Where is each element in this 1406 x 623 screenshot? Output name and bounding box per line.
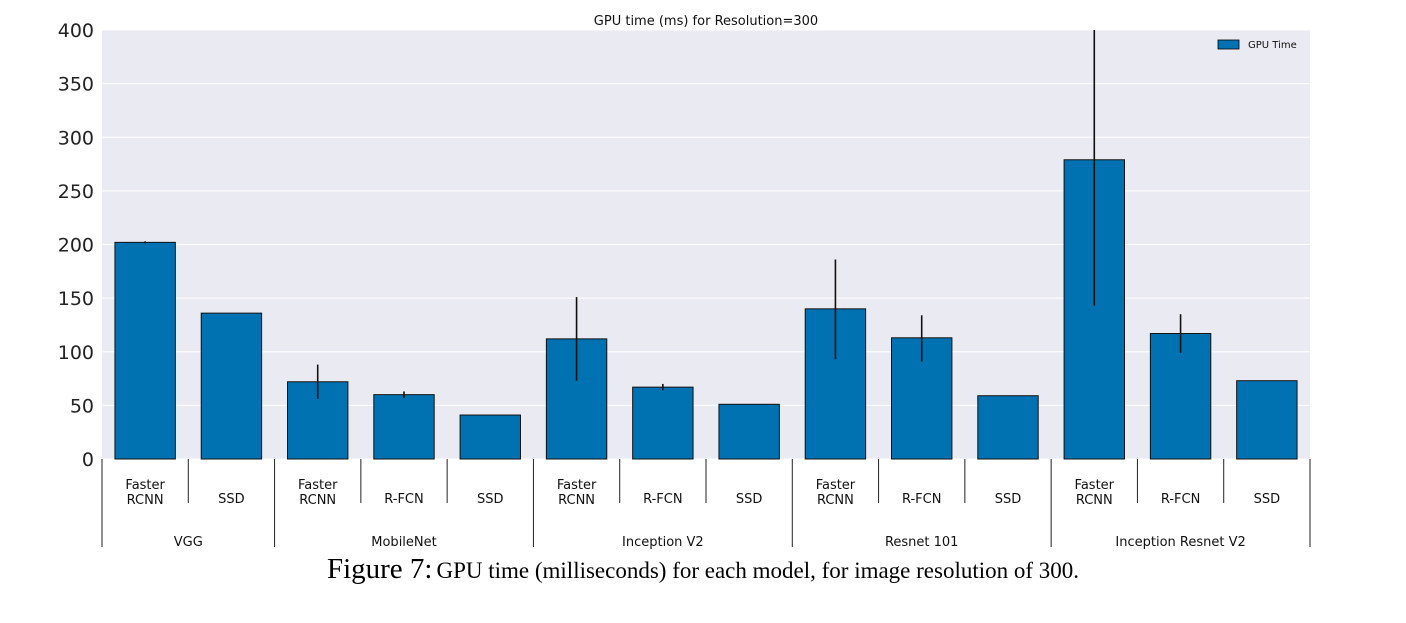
legend-label: GPU Time bbox=[1248, 40, 1297, 51]
x-group-label: Inception Resnet V2 bbox=[1115, 535, 1245, 550]
y-tick-label: 150 bbox=[58, 288, 94, 310]
x-category-line: Faster bbox=[125, 478, 165, 493]
x-category-line: RCNN bbox=[558, 493, 595, 508]
x-category-label: Faster RCNN bbox=[557, 478, 597, 508]
bar bbox=[459, 414, 521, 460]
y-tick-label: 0 bbox=[82, 449, 94, 471]
x-category-line: R-FCN bbox=[902, 492, 941, 507]
y-tick-label: 300 bbox=[58, 127, 94, 149]
x-category-line: SSD bbox=[477, 492, 504, 507]
caption-text: GPU time (milliseconds) for each model, … bbox=[436, 558, 1080, 583]
x-category-line: SSD bbox=[1254, 492, 1281, 507]
x-category-label: Faster RCNN bbox=[1075, 478, 1115, 508]
bar bbox=[1149, 333, 1212, 460]
y-tick-label: 400 bbox=[58, 20, 94, 42]
bar bbox=[373, 394, 435, 460]
error-bars bbox=[144, 30, 1182, 399]
y-axis-ticks: 0 50 100 150 200 250 300 350 400 bbox=[58, 20, 94, 471]
x-category-line: RCNN bbox=[817, 493, 854, 508]
x-category-label: Faster RCNN bbox=[298, 478, 338, 508]
x-category-line: R-FCN bbox=[384, 492, 423, 507]
chart-title: GPU time (ms) for Resolution=300 bbox=[594, 14, 818, 29]
y-tick-label: 250 bbox=[58, 181, 94, 203]
x-category-label: R-FCN bbox=[1161, 492, 1200, 507]
figure-caption: Figure 7: GPU time (milliseconds) for ea… bbox=[0, 553, 1406, 586]
x-category-label: R-FCN bbox=[902, 492, 941, 507]
y-tick-label: 200 bbox=[58, 235, 94, 257]
x-group-label: Inception V2 bbox=[622, 535, 704, 550]
x-category-label: SSD bbox=[736, 492, 763, 507]
x-group-label: VGG bbox=[174, 535, 203, 550]
bar bbox=[200, 312, 263, 460]
y-tick-label: 350 bbox=[58, 74, 94, 96]
x-category-label: SSD bbox=[218, 492, 245, 507]
x-category-label: SSD bbox=[995, 492, 1022, 507]
x-category-line: Faster bbox=[298, 478, 338, 493]
caption-label: Figure 7: bbox=[326, 553, 433, 585]
x-category-line: RCNN bbox=[127, 493, 164, 508]
x-category-label: Faster RCNN bbox=[816, 478, 856, 508]
x-category-line: SSD bbox=[218, 492, 245, 507]
bar bbox=[632, 386, 694, 460]
x-category-label: Faster RCNN bbox=[125, 478, 165, 508]
bars bbox=[114, 159, 1298, 460]
x-category-line: Faster bbox=[816, 478, 856, 493]
x-category-label: R-FCN bbox=[384, 492, 423, 507]
bar bbox=[977, 395, 1039, 460]
bar bbox=[718, 403, 780, 460]
x-category-label: R-FCN bbox=[643, 492, 682, 507]
x-category-label: SSD bbox=[1254, 492, 1281, 507]
x-category-line: R-FCN bbox=[1161, 492, 1200, 507]
x-group-label: Resnet 101 bbox=[885, 535, 959, 550]
y-tick-label: 100 bbox=[58, 342, 94, 364]
bar bbox=[1236, 380, 1298, 460]
x-category-line: R-FCN bbox=[643, 492, 682, 507]
x-group-label: MobileNet bbox=[371, 535, 436, 550]
x-category-line: SSD bbox=[736, 492, 763, 507]
legend: GPU Time bbox=[1217, 39, 1297, 51]
x-category-line: Faster bbox=[1075, 478, 1115, 493]
x-category-line: SSD bbox=[995, 492, 1022, 507]
x-category-line: RCNN bbox=[299, 493, 336, 508]
x-category-label: SSD bbox=[477, 492, 504, 507]
bar bbox=[114, 241, 176, 460]
x-category-line: Faster bbox=[557, 478, 597, 493]
y-tick-label: 50 bbox=[70, 395, 94, 417]
legend-swatch bbox=[1217, 39, 1240, 50]
x-category-line: RCNN bbox=[1076, 493, 1113, 508]
